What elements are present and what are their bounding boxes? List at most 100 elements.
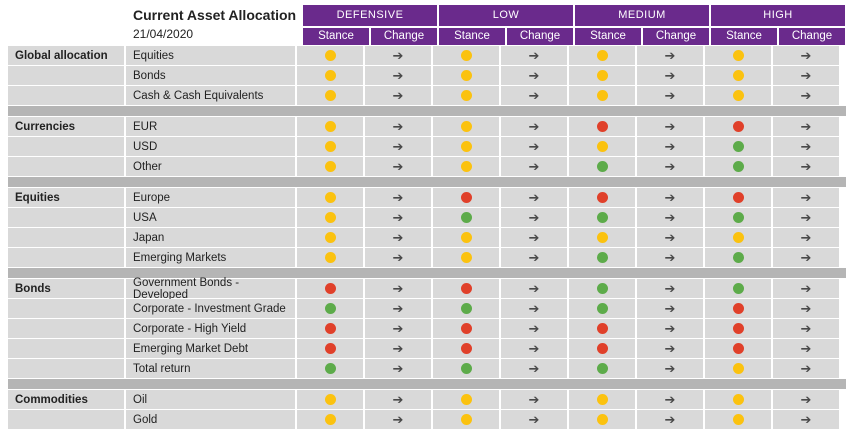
stance-yellow-dot-icon xyxy=(732,50,744,61)
stance-green-dot-icon xyxy=(324,363,336,374)
stance-cell xyxy=(433,137,499,156)
stance-cell xyxy=(569,299,635,318)
stance-yellow-dot-icon xyxy=(460,252,472,263)
change-cell: ➔ xyxy=(773,410,839,429)
change-cell: ➔ xyxy=(773,339,839,358)
change-cell: ➔ xyxy=(637,228,703,247)
group-label: Currencies xyxy=(8,117,124,136)
change-cell: ➔ xyxy=(773,319,839,338)
stance-cell xyxy=(297,208,363,227)
stance-green-dot-icon xyxy=(460,212,472,223)
change-cell: ➔ xyxy=(501,319,567,338)
stance-cell xyxy=(433,390,499,409)
change-cell: ➔ xyxy=(365,279,431,298)
group-cell-empty xyxy=(8,319,124,338)
right-arrow-icon: ➔ xyxy=(392,250,404,265)
right-arrow-icon: ➔ xyxy=(528,88,540,103)
stance-yellow-dot-icon xyxy=(324,394,336,405)
change-cell: ➔ xyxy=(637,137,703,156)
change-cell: ➔ xyxy=(365,410,431,429)
stance-yellow-dot-icon xyxy=(324,232,336,243)
right-arrow-icon: ➔ xyxy=(528,48,540,63)
right-arrow-icon: ➔ xyxy=(528,139,540,154)
stance-cell xyxy=(433,359,499,378)
change-cell: ➔ xyxy=(773,228,839,247)
asset-label: USD xyxy=(126,137,295,156)
right-arrow-icon: ➔ xyxy=(800,361,812,376)
stance-cell xyxy=(297,248,363,267)
asset-label: Cash & Cash Equivalents xyxy=(126,86,295,105)
stance-cell xyxy=(705,319,771,338)
stance-red-dot-icon xyxy=(732,323,744,334)
right-arrow-icon: ➔ xyxy=(800,48,812,63)
stance-cell xyxy=(705,157,771,176)
table-row: USA ➔ ➔ ➔ ➔ xyxy=(8,208,846,227)
stance-cell xyxy=(569,157,635,176)
group-cell-empty xyxy=(8,339,124,358)
stance-cell xyxy=(433,46,499,65)
stance-cell xyxy=(433,339,499,358)
profile-header-medium: MEDIUM xyxy=(575,5,709,26)
stance-cell xyxy=(433,319,499,338)
stance-cell xyxy=(433,188,499,207)
change-cell: ➔ xyxy=(501,279,567,298)
right-arrow-icon: ➔ xyxy=(528,68,540,83)
right-arrow-icon: ➔ xyxy=(664,341,676,356)
change-cell: ➔ xyxy=(773,208,839,227)
table-row: Commodities Oil ➔ ➔ ➔ ➔ xyxy=(8,390,846,409)
stance-green-dot-icon xyxy=(596,161,608,172)
stance-red-dot-icon xyxy=(732,121,744,132)
stance-red-dot-icon xyxy=(596,323,608,334)
right-arrow-icon: ➔ xyxy=(528,159,540,174)
stance-yellow-dot-icon xyxy=(324,90,336,101)
stance-cell xyxy=(297,46,363,65)
group-cell-empty xyxy=(8,208,124,227)
profile-headers: DEFENSIVE Stance Change LOW Stance Chang… xyxy=(303,5,845,45)
right-arrow-icon: ➔ xyxy=(528,392,540,407)
change-cell: ➔ xyxy=(773,157,839,176)
stance-cell xyxy=(297,359,363,378)
stance-cell xyxy=(297,390,363,409)
stance-red-dot-icon xyxy=(460,192,472,203)
stance-yellow-dot-icon xyxy=(324,192,336,203)
stance-cell xyxy=(569,279,635,298)
stance-cell xyxy=(297,157,363,176)
stance-cell xyxy=(297,319,363,338)
change-cell: ➔ xyxy=(501,188,567,207)
change-cell: ➔ xyxy=(773,137,839,156)
right-arrow-icon: ➔ xyxy=(392,392,404,407)
change-cell: ➔ xyxy=(365,188,431,207)
stance-red-dot-icon xyxy=(732,343,744,354)
stance-cell xyxy=(569,319,635,338)
stance-cell xyxy=(433,66,499,85)
stance-cell xyxy=(569,66,635,85)
asset-label: Emerging Market Debt xyxy=(126,339,295,358)
change-cell: ➔ xyxy=(637,319,703,338)
stance-cell xyxy=(433,117,499,136)
change-cell: ➔ xyxy=(773,86,839,105)
right-arrow-icon: ➔ xyxy=(528,250,540,265)
right-arrow-icon: ➔ xyxy=(800,281,812,296)
stance-yellow-dot-icon xyxy=(460,414,472,425)
right-arrow-icon: ➔ xyxy=(392,159,404,174)
stance-yellow-dot-icon xyxy=(596,70,608,81)
stance-header: Stance xyxy=(439,28,505,45)
stance-cell xyxy=(297,137,363,156)
change-cell: ➔ xyxy=(637,390,703,409)
table-row: Japan ➔ ➔ ➔ ➔ xyxy=(8,228,846,247)
change-header: Change xyxy=(643,28,709,45)
change-header: Change xyxy=(507,28,573,45)
stance-green-dot-icon xyxy=(732,252,744,263)
right-arrow-icon: ➔ xyxy=(664,139,676,154)
stance-cell xyxy=(705,359,771,378)
stance-cell xyxy=(569,188,635,207)
right-arrow-icon: ➔ xyxy=(664,301,676,316)
stance-cell xyxy=(705,228,771,247)
stance-green-dot-icon xyxy=(460,363,472,374)
stance-yellow-dot-icon xyxy=(732,90,744,101)
stance-red-dot-icon xyxy=(460,323,472,334)
change-header: Change xyxy=(371,28,437,45)
stance-cell xyxy=(433,86,499,105)
table-row: Currencies EUR ➔ ➔ ➔ ➔ xyxy=(8,117,846,136)
stance-red-dot-icon xyxy=(324,323,336,334)
